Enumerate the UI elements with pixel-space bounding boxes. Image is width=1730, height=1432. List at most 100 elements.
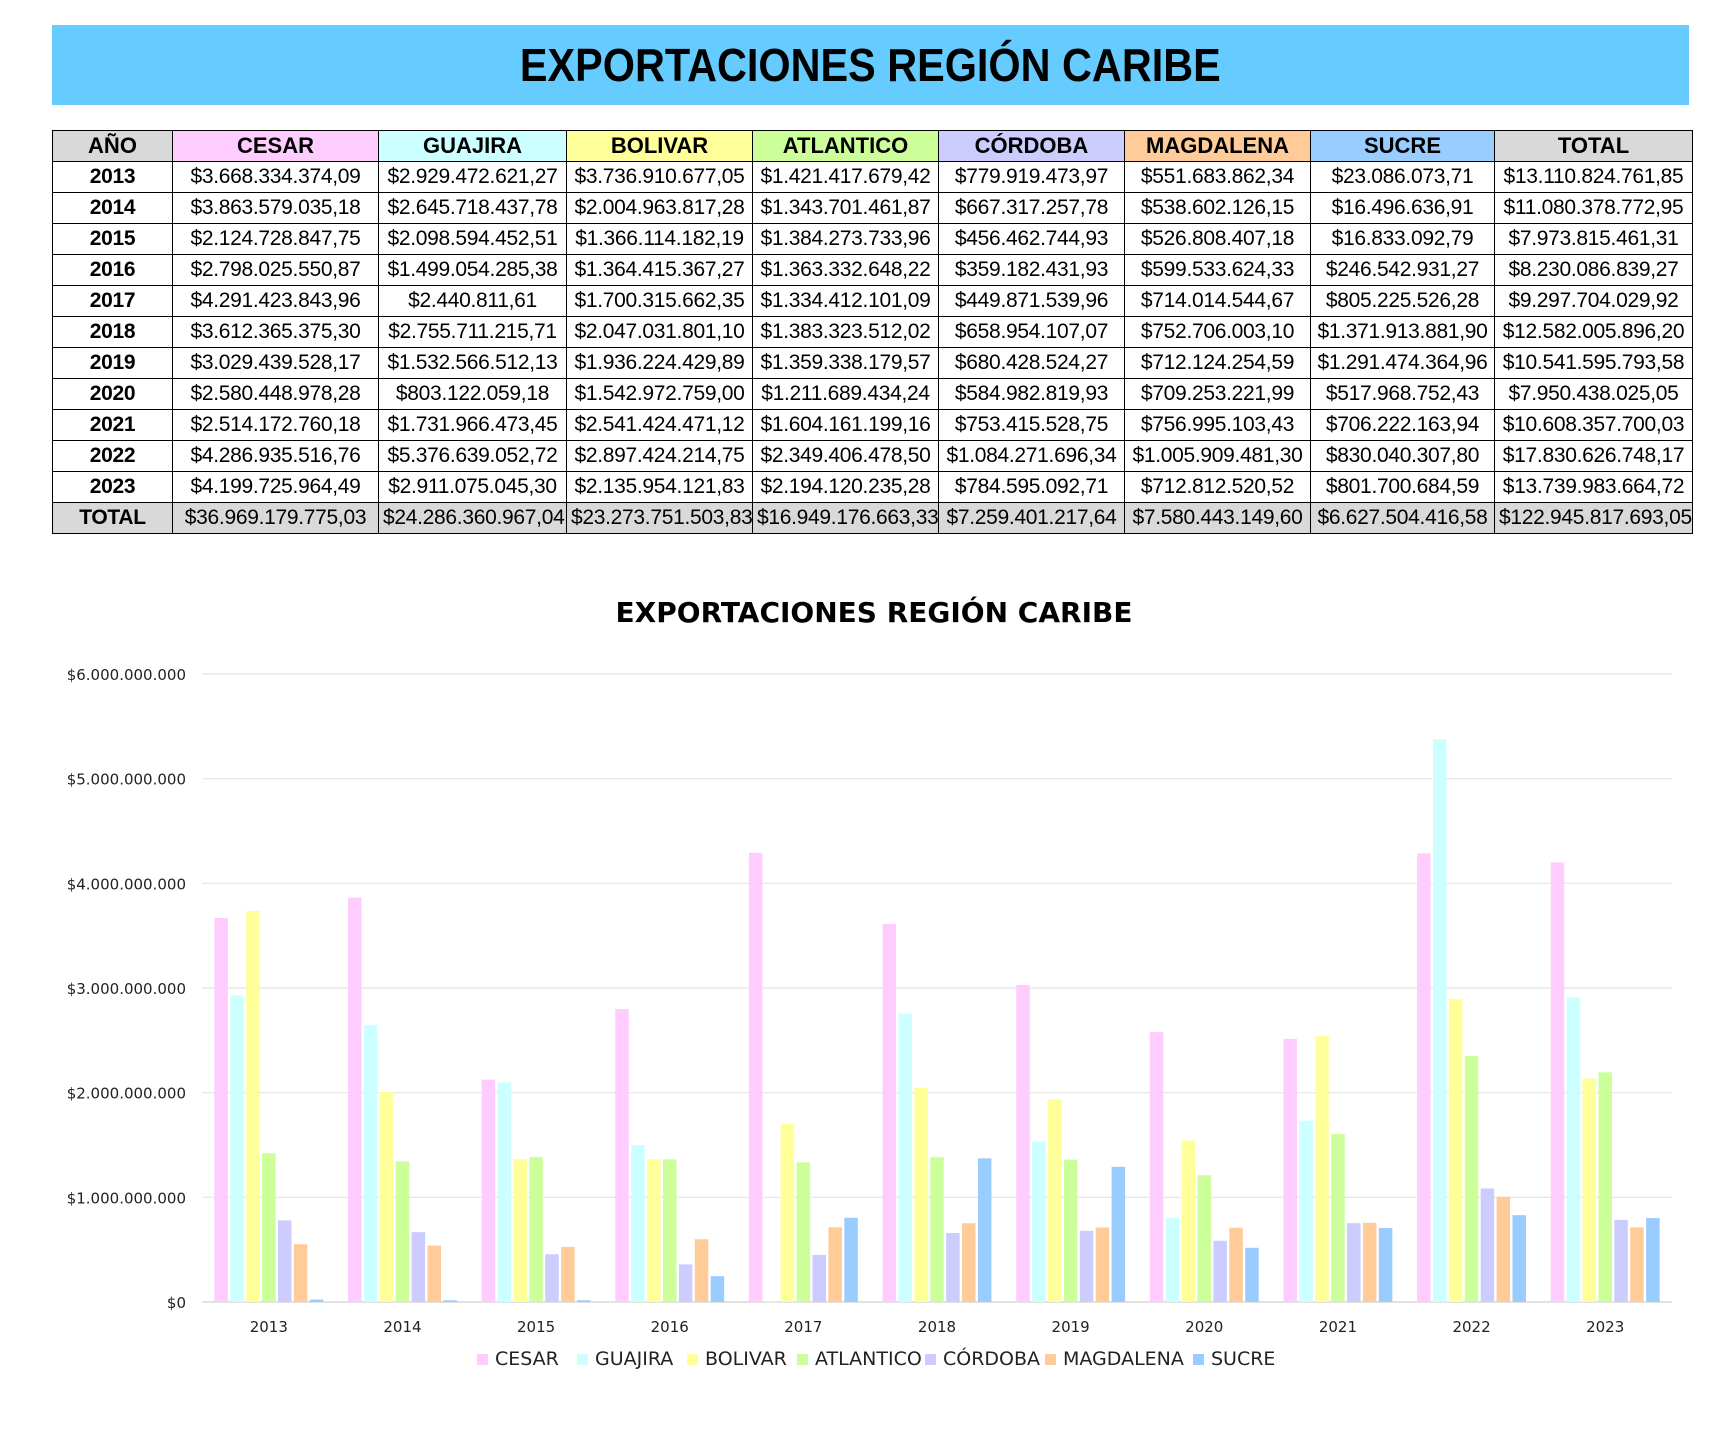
legend-label: MAGDALENA: [1063, 1348, 1184, 1370]
value-cell: $246.542.931,27: [1310, 254, 1495, 286]
x-tick-label: 2019: [1052, 1318, 1090, 1336]
year-cell: 2013: [52, 161, 173, 193]
value-cell: $13.110.824.761,85: [1494, 161, 1693, 193]
value-cell: $456.462.744,93: [938, 223, 1125, 255]
value-cell: $1.421.417.679,42: [752, 161, 939, 193]
total-value-cell: $16.949.176.663,33: [752, 502, 939, 534]
bar-atlantico-2022: [1464, 1056, 1479, 1302]
column-header-5: CÓRDOBA: [938, 130, 1125, 162]
value-cell: $1.383.323.512,02: [752, 316, 939, 348]
value-cell: $4.199.725.964,49: [172, 471, 379, 503]
value-cell: $3.029.439.528,17: [172, 347, 379, 379]
bar-guajira-2020: [1165, 1217, 1180, 1302]
table-row: 2015 $2.124.728.847,75 $2.098.594.452,51 $1…: [52, 223, 1693, 255]
x-tick-label: 2020: [1185, 1318, 1223, 1336]
bar-cesar-2015: [481, 1079, 496, 1302]
bar-sucre-2016: [710, 1276, 725, 1302]
legend-swatch-córdoba: [925, 1354, 936, 1365]
value-cell: $517.968.752,43: [1310, 378, 1495, 410]
x-tick-label: 2016: [651, 1318, 689, 1336]
total-value-cell: $7.580.443.149,60: [1124, 502, 1311, 534]
x-tick-label: 2017: [784, 1318, 822, 1336]
value-cell: $359.182.431,93: [938, 254, 1125, 286]
value-cell: $2.124.728.847,75: [172, 223, 379, 255]
value-cell: $1.343.701.461,87: [752, 192, 939, 224]
value-cell: $2.194.120.235,28: [752, 471, 939, 503]
value-cell: $4.286.935.516,76: [172, 440, 379, 472]
value-cell: $2.098.594.452,51: [378, 223, 567, 255]
bar-bolivar-2019: [1047, 1099, 1062, 1302]
value-cell: $1.364.415.367,27: [566, 254, 753, 286]
bar-córdoba-2021: [1347, 1223, 1361, 1302]
column-header-3: BOLIVAR: [566, 130, 753, 162]
y-tick-label: $5.000.000.000: [67, 771, 186, 789]
column-header-7: SUCRE: [1310, 130, 1495, 162]
column-header-0: AÑO: [52, 130, 173, 162]
bar-bolivar-2021: [1315, 1035, 1329, 1302]
year-cell: 2014: [52, 192, 173, 224]
x-tick-label: 2021: [1319, 1318, 1357, 1336]
total-value-cell: $7.259.401.217,64: [938, 502, 1125, 534]
bar-magdalena-2013: [293, 1244, 308, 1302]
table-row: 2019 $3.029.439.528,17 $1.532.566.512,13 $1…: [52, 347, 1693, 379]
value-cell: $1.211.689.434,24: [752, 378, 939, 410]
value-cell: $2.929.472.621,27: [378, 161, 567, 193]
value-cell: $2.135.954.121,83: [566, 471, 753, 503]
y-tick-label: $1.000.000.000: [67, 1189, 186, 1207]
value-cell: $16.833.092,79: [1310, 223, 1495, 255]
bar-atlantico-2021: [1331, 1134, 1345, 1302]
value-cell: $1.700.315.662,35: [566, 285, 753, 317]
legend-swatch-bolivar: [687, 1354, 698, 1365]
total-value-cell: $122.945.817.693,05: [1494, 502, 1693, 534]
value-cell: $2.440.811,61: [378, 285, 567, 317]
value-cell: $449.871.539,96: [938, 285, 1125, 317]
bar-cesar-2023: [1550, 862, 1565, 1302]
year-cell: 2019: [52, 347, 173, 379]
bar-sucre-2021: [1378, 1228, 1393, 1302]
bar-sucre-2015: [577, 1300, 591, 1302]
title-banner: EXPORTACIONES REGIÓN CARIBE: [52, 25, 1689, 105]
bar-bolivar-2016: [647, 1159, 661, 1302]
value-cell: $1.371.913.881,90: [1310, 316, 1495, 348]
value-cell: $538.602.126,15: [1124, 192, 1311, 224]
gridlines: [202, 673, 1672, 1303]
value-cell: $2.798.025.550,87: [172, 254, 379, 286]
bar-sucre-2017: [844, 1217, 858, 1302]
bar-guajira-2017: [764, 1301, 779, 1303]
bar-cesar-2018: [882, 923, 897, 1302]
year-cell: 2018: [52, 316, 173, 348]
y-tick-label: $0: [167, 1294, 186, 1312]
x-tick-label: 2023: [1586, 1318, 1624, 1336]
bar-bolivar-2017: [780, 1124, 795, 1302]
bar-magdalena-2014: [427, 1245, 442, 1302]
total-value-cell: $24.286.360.967,04: [378, 502, 567, 534]
bar-cesar-2020: [1149, 1031, 1164, 1302]
year-cell: 2020: [52, 378, 173, 410]
value-cell: $2.911.075.045,30: [378, 471, 567, 503]
value-cell: $2.349.406.478,50: [752, 440, 939, 472]
bar-bolivar-2022: [1448, 998, 1463, 1302]
table-row: 2018 $3.612.365.375,30 $2.755.711.215,71 $2…: [52, 316, 1693, 348]
year-cell: 2023: [52, 471, 173, 503]
value-cell: $805.225.526,28: [1310, 285, 1495, 317]
bar-cesar-2017: [748, 852, 763, 1302]
bar-magdalena-2023: [1630, 1227, 1644, 1302]
value-cell: $9.297.704.029,92: [1494, 285, 1693, 317]
bar-córdoba-2015: [545, 1254, 559, 1302]
bar-atlantico-2017: [796, 1162, 811, 1302]
bar-magdalena-2015: [561, 1246, 575, 1302]
value-cell: $712.812.520,52: [1124, 471, 1311, 503]
bar-bolivar-2020: [1181, 1140, 1196, 1302]
value-cell: $3.736.910.677,05: [566, 161, 753, 193]
legend-label: GUAJIRA: [595, 1348, 673, 1370]
legend-swatch-guajira: [577, 1354, 588, 1365]
value-cell: $12.582.005.896,20: [1494, 316, 1693, 348]
legend-swatch-magdalena: [1045, 1354, 1056, 1365]
bar-guajira-2019: [1032, 1141, 1046, 1302]
x-tick-label: 2013: [250, 1318, 288, 1336]
year-cell: 2017: [52, 285, 173, 317]
total-value-cell: $6.627.504.416,58: [1310, 502, 1495, 534]
value-cell: $3.612.365.375,30: [172, 316, 379, 348]
table-header-row: AÑO CESAR GUAJIRA BOLIVAR ATLANTICO CÓRDOBA MA…: [52, 130, 1693, 162]
bar-cesar-2019: [1016, 984, 1030, 1302]
